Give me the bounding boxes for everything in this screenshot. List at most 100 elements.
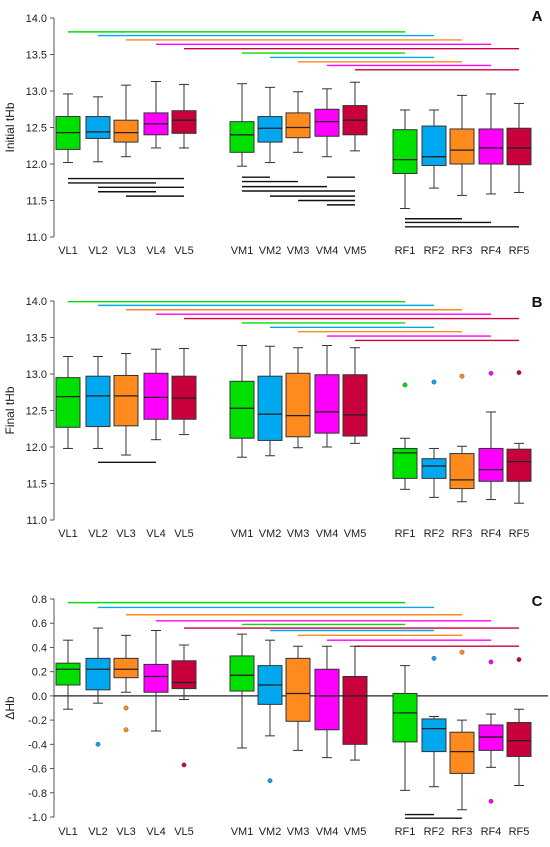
outlier-point	[488, 659, 494, 665]
box-RF1	[392, 129, 418, 174]
box-VM3	[285, 112, 311, 139]
box-VL3	[113, 119, 139, 143]
box-VM5	[342, 374, 368, 437]
panel-label: A	[532, 8, 543, 25]
category-label: VM4	[316, 245, 339, 257]
box-VM1	[229, 655, 255, 692]
box-RF2	[421, 125, 447, 166]
box-VL1	[55, 662, 81, 686]
box-RF3	[449, 453, 475, 490]
y-tick-label: -0.4	[28, 739, 47, 751]
y-tick-label: 0.8	[32, 594, 47, 606]
y-axis-label: Initial tHb	[3, 102, 17, 152]
category-label: VM5	[344, 826, 367, 838]
y-tick-label: -0.8	[28, 788, 47, 800]
box-RF1	[392, 692, 418, 743]
box-RF4	[478, 447, 504, 482]
box-VL1	[55, 377, 81, 428]
category-label: VM2	[259, 245, 282, 257]
category-label: VM1	[231, 528, 254, 540]
outlier-point	[488, 798, 494, 804]
category-label: RF5	[509, 826, 530, 838]
category-label: RF3	[452, 528, 473, 540]
category-label: RF4	[481, 245, 502, 257]
panel-C: -1.0 -0.8 -0.6 -0.4 -0.2 0.0 0.2 0.4 0.6 0.8 ΔHb C V…	[3, 593, 548, 838]
panel-label: B	[532, 294, 543, 311]
outlier-point	[516, 370, 522, 375]
y-tick-label: -0.2	[28, 715, 47, 727]
box-VM3	[285, 657, 311, 722]
box-VM4	[314, 668, 340, 731]
box-VL4	[143, 372, 169, 420]
outlier-point	[488, 370, 494, 376]
category-label: VL2	[88, 245, 108, 257]
box-VL2	[85, 375, 111, 428]
category-label: VL1	[58, 245, 78, 257]
category-label: RF1	[395, 826, 416, 838]
category-label: VM4	[316, 826, 339, 838]
box-RF2	[421, 718, 447, 753]
category-label: RF3	[452, 826, 473, 838]
category-label: VM3	[287, 528, 310, 540]
y-axis-label: ΔHb	[3, 696, 17, 720]
category-label: VL4	[146, 826, 166, 838]
category-label: VL5	[174, 826, 194, 838]
box-VL3	[113, 657, 139, 679]
y-tick-label: 0.4	[32, 642, 47, 654]
box-VL2	[85, 116, 111, 139]
box-RF5	[506, 127, 532, 166]
category-label: VL3	[116, 826, 136, 838]
outlier-point	[123, 705, 129, 711]
category-label: VL1	[58, 826, 78, 838]
category-label: VL5	[174, 245, 194, 257]
box-VM4	[314, 108, 340, 137]
outlier-point	[95, 741, 101, 747]
y-tick-label: -1.0	[28, 812, 47, 824]
category-label: RF1	[395, 528, 416, 540]
category-label: VM2	[259, 528, 282, 540]
box-RF2	[421, 458, 447, 479]
box-RF5	[506, 448, 532, 482]
panel-B: 11.0 11.5 12.0 12.5 13.0 13.5 14.0 Final tHb B VL…	[3, 294, 543, 540]
y-axis-label: Final tHb	[3, 386, 17, 434]
y-tick-label: 11.5	[26, 196, 47, 208]
box-RF3	[449, 731, 475, 774]
category-label: RF2	[424, 528, 445, 540]
outlier-point	[402, 382, 408, 388]
category-label: VL4	[146, 245, 166, 257]
box-VL3	[113, 374, 139, 427]
outlier-point	[516, 657, 522, 662]
y-tick-label: 13.0	[26, 369, 47, 381]
category-label: VL3	[116, 528, 136, 540]
category-label: VM5	[344, 528, 367, 540]
y-tick-label: 12.0	[26, 159, 47, 171]
y-tick-label: 11.0	[26, 232, 47, 244]
category-label: VL3	[116, 245, 136, 257]
y-tick-label: -0.6	[28, 764, 47, 776]
box-VL5	[171, 660, 197, 690]
category-label: RF5	[509, 245, 530, 257]
y-tick-label: 13.5	[26, 333, 47, 345]
box-VM1	[229, 380, 255, 439]
category-label: RF4	[481, 826, 502, 838]
panel-A: 11.0 11.5 12.0 12.5 13.0 13.5 14.0 Initial tHb A…	[3, 8, 543, 257]
box-RF4	[478, 128, 504, 165]
box-VL4	[143, 663, 169, 693]
box-VM1	[229, 121, 255, 153]
box-VL2	[85, 657, 111, 691]
box-VM2	[257, 375, 283, 441]
category-label: VM2	[259, 826, 282, 838]
y-tick-label: 13.0	[26, 86, 47, 98]
category-label: RF2	[424, 826, 445, 838]
y-tick-label: 11.5	[26, 479, 47, 491]
category-label: RF2	[424, 245, 445, 257]
category-label: VL4	[146, 528, 166, 540]
category-label: VM1	[231, 245, 254, 257]
outlier-point	[123, 727, 129, 733]
y-tick-label: 11.0	[26, 515, 47, 527]
category-label: VM3	[287, 826, 310, 838]
y-tick-label: 13.5	[26, 50, 47, 62]
category-label: VL5	[174, 528, 194, 540]
box-VM3	[285, 372, 311, 438]
